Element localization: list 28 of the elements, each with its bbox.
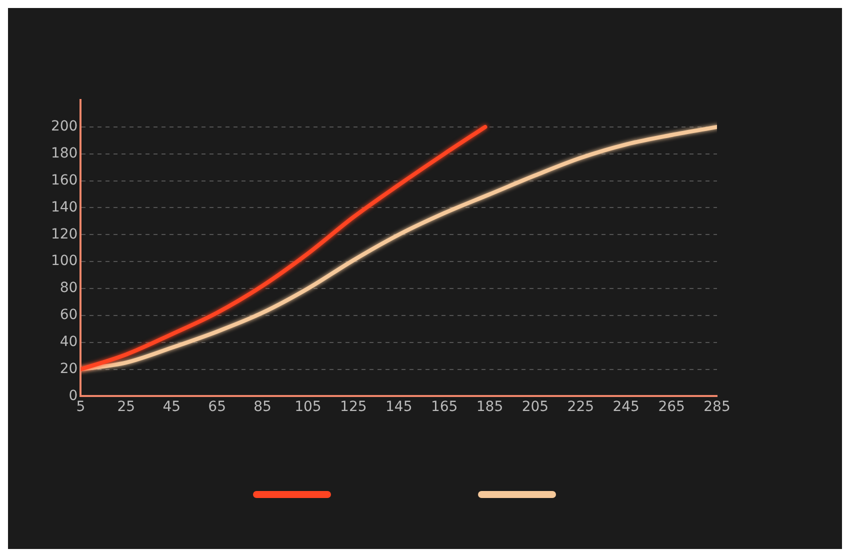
x-tick-label: 45 [162, 399, 181, 416]
y-tick-label: 60 [60, 307, 78, 324]
x-tick-label: 225 [567, 399, 594, 416]
x-tick-label: 185 [476, 399, 504, 416]
x-tick-label: 245 [612, 399, 640, 416]
y-tick-label: 140 [50, 199, 78, 216]
x-tick-label: 165 [430, 399, 458, 416]
y-tick-label: 40 [60, 334, 78, 350]
x-tick-label: 285 [704, 399, 730, 416]
y-tick-label: 120 [50, 226, 78, 242]
y-tick-label: 20 [60, 360, 78, 377]
x-tick-label: 25 [117, 399, 136, 416]
x-tick-label: 85 [254, 399, 272, 416]
x-tick-label: 125 [340, 399, 367, 416]
x-tick-label: 205 [522, 399, 549, 416]
x-tick-label: 105 [294, 399, 322, 416]
y-tick-label: 180 [50, 145, 78, 162]
line-series [80, 124, 488, 372]
y-tick-label: 0 [68, 388, 78, 404]
x-tick-label: 265 [658, 399, 685, 416]
x-tick-label: 65 [208, 399, 226, 416]
x-tick-label: 145 [385, 399, 412, 416]
line-series [80, 124, 717, 372]
y-tick-label: 200 [50, 118, 78, 135]
x-tick-label: 5 [76, 399, 86, 416]
y-tick-label: 160 [50, 172, 78, 188]
y-tick-label: 80 [60, 280, 78, 296]
y-tick-label: 100 [50, 253, 78, 270]
